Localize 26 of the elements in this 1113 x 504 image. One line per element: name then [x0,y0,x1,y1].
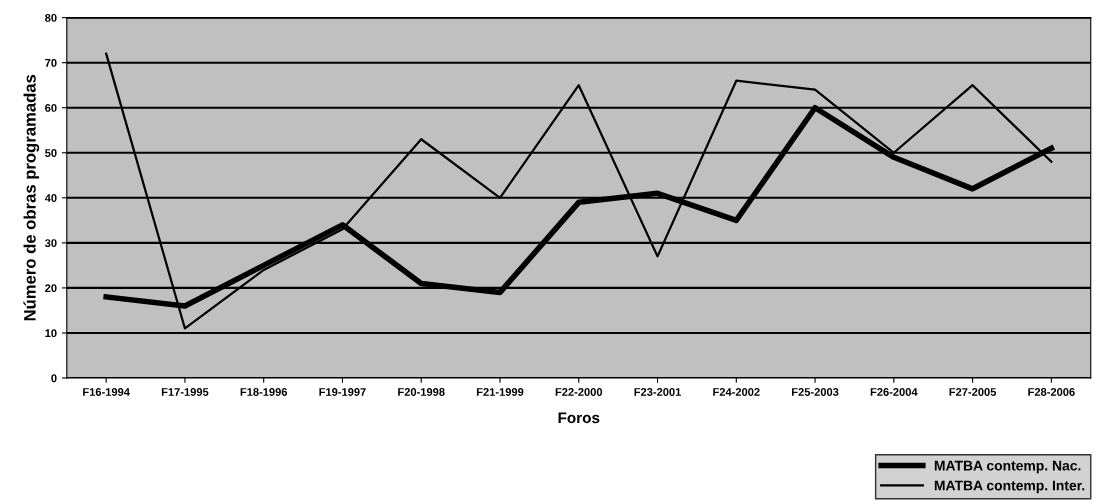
x-axis-title: Foros [558,412,600,424]
x-tick-label: F16-1994 [83,388,130,396]
x-tick-label: F19-1997 [319,388,366,396]
y-tick-label: 60 [45,104,57,112]
x-tick-label: F25-2003 [792,388,839,396]
x-tick-label: F20-1998 [398,388,445,396]
legend-label: MATBA contemp. Inter. [934,480,1085,494]
y-tick-label: 50 [45,149,57,157]
x-tick-label: F26-2004 [870,388,918,396]
x-tick-label: F17-1995 [161,388,209,396]
y-axis-title: Número de obras programadas [23,74,40,321]
y-tick-label: 30 [44,239,57,248]
x-tick-label: F21-1999 [476,388,524,396]
y-tick-label: 20 [45,284,57,293]
y-tick-label: 80 [45,13,57,22]
x-tick-label: F24-2002 [713,388,760,396]
y-tick-label: 40 [44,194,57,202]
y-tick-label: 10 [45,329,57,338]
x-tick-label: F22-2000 [555,388,603,396]
x-tick-label: F23-2001 [634,388,681,396]
y-tick-label: 0 [51,374,57,383]
x-tick-label: F27-2005 [949,388,997,396]
y-tick-label: 70 [45,58,57,67]
legend-label: MATBA contemp. Nac. [934,460,1081,474]
x-tick-label: F28-2006 [1028,388,1075,396]
x-tick-label: F18-1996 [240,388,288,396]
